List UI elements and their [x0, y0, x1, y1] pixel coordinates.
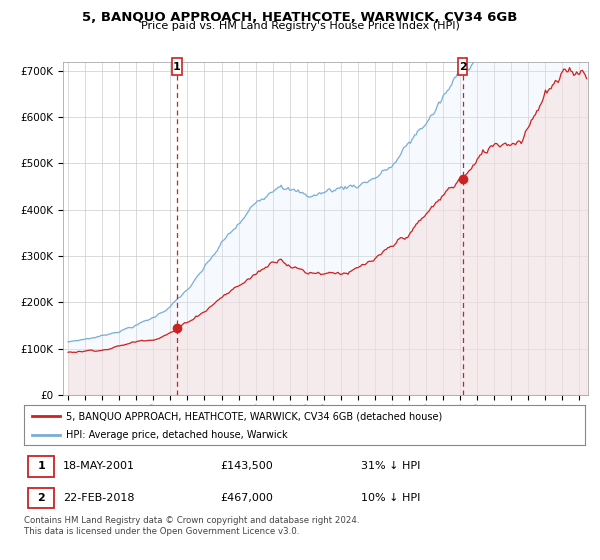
Text: 18-MAY-2001: 18-MAY-2001: [63, 461, 135, 472]
Text: 22-FEB-2018: 22-FEB-2018: [63, 493, 135, 503]
Text: £143,500: £143,500: [220, 461, 273, 472]
Text: 2: 2: [458, 62, 466, 72]
FancyBboxPatch shape: [28, 488, 54, 508]
Text: Contains HM Land Registry data © Crown copyright and database right 2024.
This d: Contains HM Land Registry data © Crown c…: [24, 516, 359, 536]
FancyBboxPatch shape: [28, 456, 54, 477]
Text: 2: 2: [37, 493, 45, 503]
Text: 5, BANQUO APPROACH, HEATHCOTE, WARWICK, CV34 6GB (detached house): 5, BANQUO APPROACH, HEATHCOTE, WARWICK, …: [66, 411, 442, 421]
Bar: [458, 58, 467, 76]
Text: 31% ↓ HPI: 31% ↓ HPI: [361, 461, 420, 472]
Text: £467,000: £467,000: [220, 493, 273, 503]
Bar: [172, 58, 182, 76]
Text: 10% ↓ HPI: 10% ↓ HPI: [361, 493, 420, 503]
Text: Price paid vs. HM Land Registry's House Price Index (HPI): Price paid vs. HM Land Registry's House …: [140, 21, 460, 31]
Text: 1: 1: [37, 461, 45, 472]
Text: HPI: Average price, detached house, Warwick: HPI: Average price, detached house, Warw…: [66, 430, 288, 440]
Text: 5, BANQUO APPROACH, HEATHCOTE, WARWICK, CV34 6GB: 5, BANQUO APPROACH, HEATHCOTE, WARWICK, …: [82, 11, 518, 24]
Text: 1: 1: [173, 62, 181, 72]
